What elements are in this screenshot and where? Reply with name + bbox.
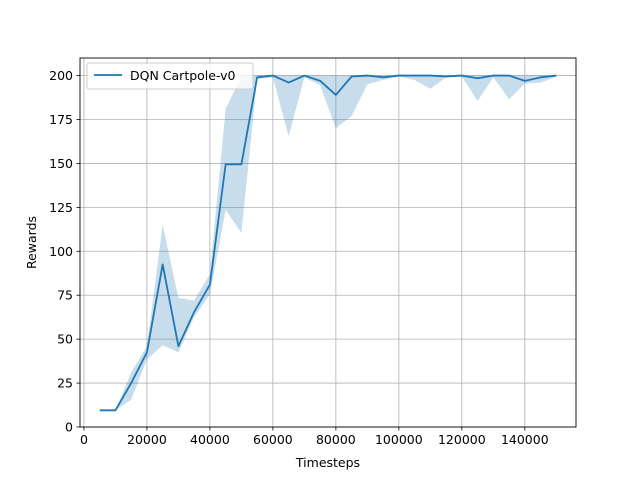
y-tick-label: 50 — [57, 332, 73, 347]
confidence-band-layer — [99, 75, 557, 411]
x-tick-label: 100000 — [375, 432, 423, 447]
series-line-layer — [99, 74, 557, 412]
y-tick-label: 0 — [65, 420, 73, 435]
x-tick-label: 40000 — [190, 432, 230, 447]
legend: DQN Cartpole-v0 — [86, 62, 254, 90]
y-tick-label: 75 — [57, 288, 73, 303]
x-tick-label: 120000 — [438, 432, 486, 447]
y-tick-label: 125 — [49, 200, 73, 215]
y-tick-label: 175 — [49, 112, 73, 127]
plot-frame — [79, 57, 577, 428]
y-tick-label: 25 — [57, 376, 73, 391]
x-tick-label: 80000 — [316, 432, 356, 447]
legend-box — [86, 62, 254, 90]
x-axis-label: Timesteps — [295, 455, 360, 470]
grid-lines — [80, 58, 576, 428]
axis-ticks: 0 20000 40000 60000 80000 100000 120000 140000 0… — [49, 68, 549, 447]
y-tick-label: 200 — [49, 68, 73, 83]
x-tick-label: 0 — [80, 432, 88, 447]
x-tick-label: 140000 — [501, 432, 549, 447]
legend-label: DQN Cartpole-v0 — [130, 68, 236, 83]
y-axis-label: Rewards — [24, 216, 39, 269]
x-tick-label: 60000 — [253, 432, 293, 447]
confidence-band — [99, 75, 557, 411]
series-line — [99, 74, 557, 412]
y-tick-label: 100 — [49, 244, 73, 259]
y-tick-label: 150 — [49, 156, 73, 171]
x-tick-label: 20000 — [127, 432, 167, 447]
